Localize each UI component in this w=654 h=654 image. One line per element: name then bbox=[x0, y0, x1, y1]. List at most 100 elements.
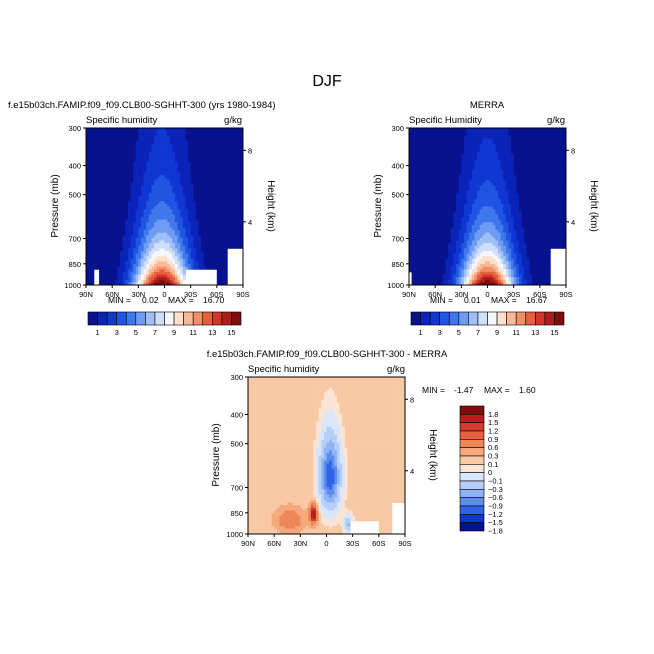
colorbar-swatch bbox=[459, 522, 485, 532]
colorbar-label: 3 bbox=[438, 328, 442, 337]
colorbar-label: 5 bbox=[134, 328, 138, 337]
colorbar-swatch bbox=[448, 311, 460, 326]
panel-diff-max-value: 1.60 bbox=[519, 385, 536, 395]
colorbar-swatch bbox=[459, 472, 485, 482]
panel-diff-field bbox=[248, 377, 406, 535]
colorbar-label: 15 bbox=[227, 328, 235, 337]
y-tick-label: 300 bbox=[68, 124, 81, 133]
y-tick-label: 700 bbox=[68, 234, 81, 243]
panel-model-min-label: MIN = bbox=[108, 295, 131, 305]
colorbar-label: 1 bbox=[95, 328, 99, 337]
colorbar-swatch bbox=[116, 311, 127, 326]
x-tick-label: 90S bbox=[236, 290, 249, 299]
colorbar-label: 11 bbox=[512, 328, 520, 337]
panel-model-min-value: 0.02 bbox=[142, 295, 159, 305]
panel-model-axes: 90N 60N 30N 0 30S 60S 90S 300 400 500 700 850 1000 8 4 bbox=[64, 124, 252, 299]
panel-model-max-label: MAX = bbox=[168, 295, 194, 305]
figure-title: DJF bbox=[312, 73, 342, 90]
colorbar-label: 15 bbox=[550, 328, 558, 337]
colorbar-swatch bbox=[145, 311, 156, 326]
colorbar-label: −1.8 bbox=[488, 527, 503, 536]
x-tick-label: 60S bbox=[533, 290, 546, 299]
colorbar-swatch bbox=[506, 311, 517, 326]
colorbar-difference: 1.81.51.20.90.60.30.10−0.1−0.3−0.6−0.9−1… bbox=[459, 405, 503, 536]
panel-model-field bbox=[86, 128, 244, 286]
panel-obs-min-label: MIN = bbox=[430, 295, 453, 305]
panel-obs-ylabel-right: Height (km) bbox=[588, 180, 599, 232]
panel-model-max-value: 16.70 bbox=[203, 295, 225, 305]
panel-model-header: f.e15b03ch.FAMIP.f09_f09.CLB00-SGHHT-300… bbox=[8, 100, 276, 111]
y-tick-label: 300 bbox=[391, 124, 404, 133]
colorbar-swatch bbox=[221, 311, 232, 326]
colorbar-swatch bbox=[458, 311, 469, 326]
panel-diff-max-label: MAX = bbox=[484, 385, 510, 395]
x-tick-label: 60S bbox=[210, 290, 223, 299]
x-tick-label: 90N bbox=[241, 539, 255, 548]
colorbar-obs: 1 3 5 7 9 11 13 15 bbox=[410, 311, 565, 337]
colorbar-swatch bbox=[544, 311, 555, 326]
colorbar-swatch bbox=[212, 311, 223, 326]
colorbar-swatch bbox=[496, 311, 507, 326]
colorbar-swatch bbox=[468, 311, 479, 326]
colorbar-swatch bbox=[459, 455, 485, 465]
y-tick-label: 400 bbox=[68, 162, 81, 171]
y-tick-label: 400 bbox=[230, 411, 243, 420]
x-tick-label: 90S bbox=[398, 539, 411, 548]
panel-obs-ylabel: Pressure (mb) bbox=[373, 174, 384, 237]
colorbar-swatch bbox=[97, 311, 108, 326]
x-tick-label: 60S bbox=[372, 539, 385, 548]
panel-model-ylabel: Pressure (mb) bbox=[50, 174, 61, 237]
panel-obs: MERRA Specific Humidity g/kg 90N 60N 30N 0 3… bbox=[373, 100, 599, 305]
panel-obs-units: g/kg bbox=[547, 115, 565, 126]
panel-obs-axes: 90N 60N 30N 0 30S 60S 90S 300 400 500 700 850 1000 8 4 bbox=[387, 124, 575, 299]
colorbar-label: 0 bbox=[488, 468, 492, 477]
panel-diff-min-label: MIN = bbox=[422, 385, 445, 395]
colorbar-label: 0.1 bbox=[488, 460, 498, 469]
x-tick-label: 30S bbox=[507, 290, 520, 299]
x-tick-label: 90N bbox=[402, 290, 416, 299]
panel-diff-axes: 90N 60N 30N 0 30S 60S 90S 300 400 500 700 850 1000 8 4 bbox=[226, 373, 414, 548]
panel-obs-subtitle: Specific Humidity bbox=[409, 115, 482, 126]
x-tick-label: 0 bbox=[162, 290, 166, 299]
y-right-tick-label: 8 bbox=[571, 146, 575, 155]
x-tick-label: 30S bbox=[184, 290, 197, 299]
colorbar-label: 11 bbox=[189, 328, 197, 337]
x-tick-label: 90N bbox=[79, 290, 93, 299]
colorbar-swatch bbox=[183, 311, 194, 326]
colorbar-swatch bbox=[173, 311, 184, 326]
panel-model: f.e15b03ch.FAMIP.f09_f09.CLB00-SGHHT-300… bbox=[8, 100, 276, 305]
x-tick-label: 60N bbox=[428, 290, 442, 299]
y-right-tick-label: 8 bbox=[248, 146, 252, 155]
x-tick-label: 30N bbox=[131, 290, 145, 299]
y-right-tick-label: 8 bbox=[410, 395, 414, 404]
panel-obs-max-label: MAX = bbox=[491, 295, 517, 305]
colorbar-swatch bbox=[459, 439, 485, 448]
colorbar-swatch bbox=[192, 311, 204, 326]
colorbar-swatch bbox=[459, 497, 485, 507]
y-right-tick-label: 4 bbox=[571, 218, 575, 227]
x-tick-label: 0 bbox=[485, 290, 489, 299]
panel-diff-units: g/kg bbox=[387, 364, 405, 375]
colorbar-swatch bbox=[459, 405, 485, 415]
colorbar-swatch bbox=[164, 311, 175, 326]
panel-diff-ylabel-right: Height (km) bbox=[427, 429, 438, 481]
colorbar-label: 0.9 bbox=[488, 435, 498, 444]
x-tick-label: 30N bbox=[293, 539, 307, 548]
y-tick-label: 700 bbox=[391, 234, 404, 243]
colorbar-label: 7 bbox=[476, 328, 480, 337]
colorbar-swatch bbox=[202, 311, 213, 326]
y-tick-label: 850 bbox=[68, 260, 81, 269]
colorbar-swatch bbox=[459, 505, 485, 515]
colorbar-swatch bbox=[420, 311, 431, 326]
colorbar-label: 1.5 bbox=[488, 418, 498, 427]
colorbar-swatch bbox=[135, 311, 146, 326]
colorbar-swatch bbox=[125, 311, 137, 326]
y-tick-label: 1000 bbox=[387, 281, 404, 290]
panel-difference: f.e15b03ch.FAMIP.f09_f09.CLB00-SGHHT-300… bbox=[207, 349, 536, 548]
colorbar-label: 5 bbox=[457, 328, 461, 337]
colorbar-swatch bbox=[410, 311, 421, 326]
y-tick-label: 400 bbox=[391, 162, 404, 171]
colorbar-label: 7 bbox=[153, 328, 157, 337]
colorbar-label: −0.6 bbox=[488, 493, 503, 502]
colorbar-label: −0.9 bbox=[488, 502, 503, 511]
